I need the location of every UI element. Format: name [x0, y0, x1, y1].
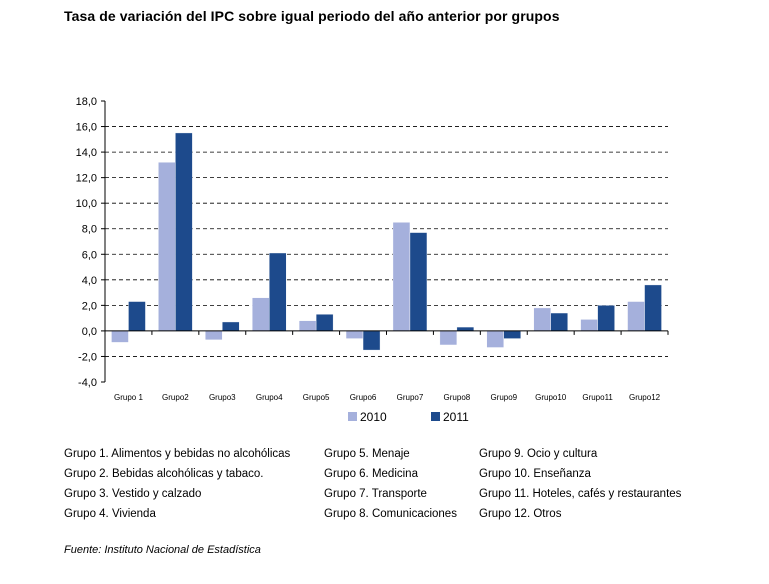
groups-column-2: Grupo 5. Menaje Grupo 6. Medicina Grupo …	[324, 444, 457, 524]
x-tick-label: Grupo2	[162, 393, 189, 402]
y-tick-label: -4,0	[78, 377, 97, 389]
bar-2011-12	[644, 284, 662, 332]
x-tick-label: Grupo 1	[114, 393, 143, 402]
y-tick-label: 18,0	[76, 96, 97, 108]
group-label: Grupo 9. Ocio y cultura	[479, 448, 598, 460]
legend-label-2011: 2011	[443, 410, 469, 424]
bar-2010-11	[580, 319, 598, 332]
x-tick-label: Grupo8	[444, 393, 471, 402]
y-tick-label: 12,0	[76, 173, 97, 185]
bar-2010-7	[392, 222, 411, 332]
bar-2010-2	[158, 162, 176, 332]
x-tick-label: Grupo7	[397, 393, 424, 402]
x-tick-label: Grupo3	[209, 393, 236, 402]
x-tick-label: Grupo6	[350, 393, 377, 402]
bar-2011-4	[269, 252, 287, 332]
legend-swatch-2010	[348, 412, 357, 421]
group-label: Grupo 2. Bebidas alcohólicas y tabaco.	[64, 468, 264, 480]
group-label: Grupo 10. Enseñanza	[479, 468, 591, 480]
chart-title: Tasa de variación del IPC sobre igual pe…	[64, 8, 560, 24]
bar-2011-11	[597, 305, 615, 332]
legend-label-2010: 2010	[360, 410, 387, 424]
bar-2010-8	[439, 330, 458, 346]
bar-2010-4	[252, 297, 270, 332]
group-label: Grupo 12. Otros	[479, 508, 562, 520]
bar-2011-6	[362, 330, 381, 351]
bar-2011-2	[175, 132, 193, 332]
y-tick-label: -2,0	[78, 351, 97, 363]
x-tick-label: Grupo4	[256, 393, 283, 402]
groups-column-1: Grupo 1. Alimentos y bebidas no alcohóli…	[64, 444, 290, 524]
bars	[111, 132, 662, 351]
group-label: Grupo 6. Medicina	[324, 468, 418, 480]
bar-2010-12	[627, 301, 645, 332]
bar-chart: -4,0 -2,0 0,0 2,0 4,0 6,0 8,0 10,0 12,0 14,0 16,0 1…	[76, 96, 669, 424]
source-note: Fuente: Instituto Nacional de Estadístic…	[64, 544, 261, 556]
bar-2010-1	[111, 330, 129, 343]
y-tick-label: 8,0	[82, 224, 97, 236]
group-label: Grupo 5. Menaje	[324, 448, 410, 460]
bar-2011-1	[128, 301, 146, 332]
groups-column-3: Grupo 9. Ocio y cultura Grupo 10. Enseña…	[479, 444, 681, 524]
y-tick-label: 6,0	[82, 249, 97, 261]
bar-2011-10	[550, 312, 568, 332]
gridlines	[105, 126, 668, 357]
bar-2010-3	[205, 330, 223, 341]
group-label: Grupo 7. Transporte	[324, 488, 427, 500]
bar-2010-5	[298, 320, 317, 332]
y-tick-label: 14,0	[76, 147, 97, 159]
y-tick-label: 16,0	[76, 122, 97, 134]
group-label: Grupo 8. Comunicaciones	[324, 508, 457, 520]
x-tick-label: Grupo9	[490, 393, 517, 402]
bar-2010-9	[486, 330, 504, 348]
y-axis-ticks: -4,0 -2,0 0,0 2,0 4,0 6,0 8,0 10,0 12,0 14,0 16,0 1…	[76, 96, 105, 389]
bar-2011-8	[456, 326, 475, 332]
bar-2011-3	[222, 321, 240, 332]
bar-2010-6	[345, 330, 364, 339]
bar-2011-5	[315, 314, 334, 332]
x-tick-label: Grupo12	[629, 393, 661, 402]
y-tick-label: 2,0	[82, 300, 97, 312]
x-tick-label: Grupo10	[535, 393, 567, 402]
axes	[104, 101, 669, 382]
x-tick-label: Grupo11	[582, 393, 613, 402]
group-label: Grupo 1. Alimentos y bebidas no alcohóli…	[64, 448, 291, 460]
group-label: Grupo 4. Vivienda	[64, 508, 156, 520]
group-label: Grupo 11. Hoteles, cafés y restaurantes	[479, 488, 682, 500]
bar-2010-10	[533, 307, 551, 332]
x-axis-ticks: Grupo 1 Grupo2 Grupo3 Grupo4 Grupo5 Grupo6 Gru…	[114, 393, 661, 402]
y-tick-label: 10,0	[76, 198, 97, 210]
legend-swatch-2011	[431, 412, 440, 421]
group-label: Grupo 3. Vestido y calzado	[64, 488, 202, 500]
x-tick-label: Grupo5	[303, 393, 330, 402]
y-tick-label: 0,0	[82, 326, 97, 338]
bar-2011-9	[503, 330, 521, 339]
y-tick-label: 4,0	[82, 275, 97, 287]
bar-2011-7	[409, 232, 428, 332]
series-legend: 2010 2011	[348, 410, 469, 424]
